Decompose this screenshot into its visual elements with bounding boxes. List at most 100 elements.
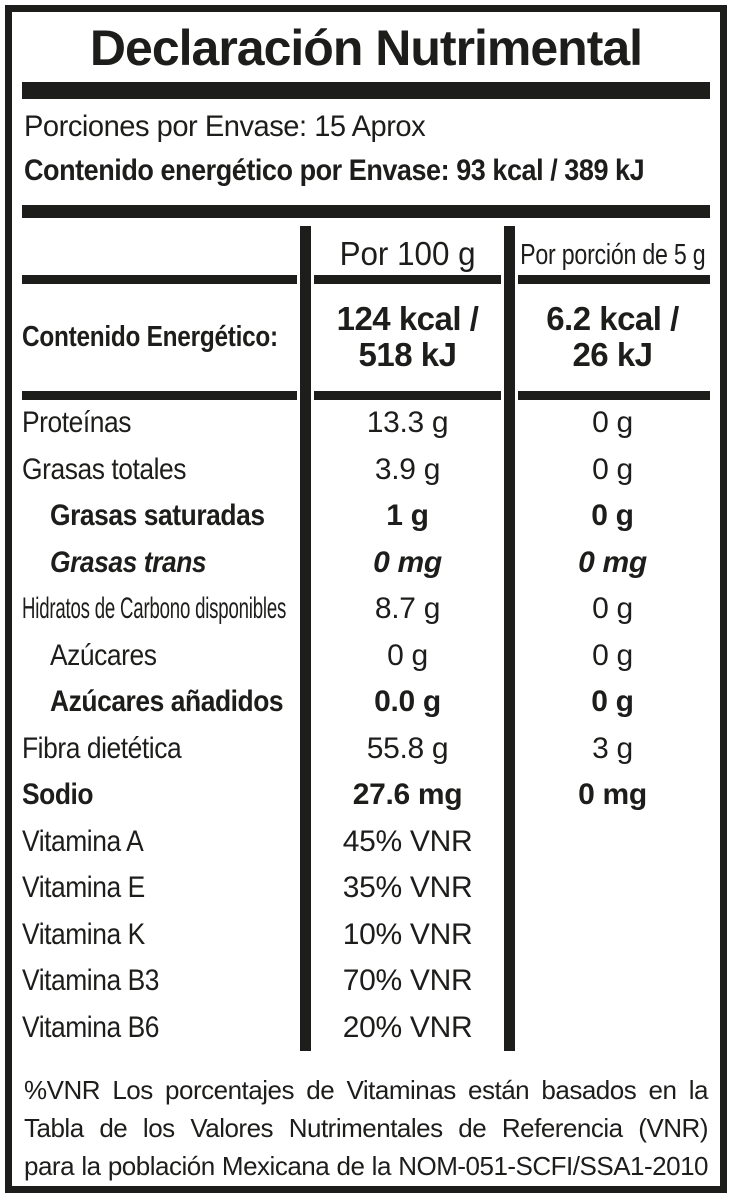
row-value-per-portion-text: 0 g [592, 452, 633, 486]
row-value-per-100g: 45% VNR [311, 819, 504, 866]
row-value-per-100g: 27.6 mg [311, 772, 504, 819]
energy-row-label: Contenido Energético: [22, 284, 300, 390]
row-label-text: Vitamina B3 [22, 964, 160, 998]
row-label-text: Vitamina A [22, 824, 144, 858]
row-value-per-portion [515, 912, 710, 959]
servings-per-package-text: Porciones por Envase: 15 Aprox [24, 110, 426, 143]
energy-per-package: Contenido energético por Envase: 93 kcal… [24, 149, 708, 193]
row-value-per-100g: 3.9 g [311, 447, 504, 494]
row-value-per-portion-text: 3 g [592, 731, 633, 765]
row-value-per-100g-text: 0.0 g [374, 685, 441, 719]
row-value-per-portion-text: 0 g [592, 592, 633, 626]
row-value-per-portion: 0 mg [515, 772, 710, 819]
header-rule-left [22, 275, 297, 284]
row-value-per-portion-text: 0 mg [578, 545, 647, 579]
row-label-text: Vitamina B6 [22, 1010, 160, 1044]
row-label: Azúcares [22, 633, 300, 680]
row-value-per-100g: 13.3 g [311, 400, 504, 447]
energy-per-package-text: Contenido energético por Envase: 93 kcal… [24, 154, 645, 187]
row-label: Azúcares añadidos [22, 679, 300, 726]
column-header-per-portion: Por porción de 5 g [515, 226, 710, 274]
row-label-text: Azúcares añadidos [50, 685, 284, 719]
row-value-per-100g-text: 35% VNR [342, 871, 473, 905]
row-value-per-portion-text: 0 g [591, 499, 634, 533]
row-value-per-100g: 8.7 g [311, 586, 504, 633]
row-label-text: Fibra dietética [22, 731, 182, 765]
row-label: Grasas trans [22, 540, 300, 587]
row-label-text: Hidratos de Carbono disponibles [22, 592, 287, 626]
column-separator-1 [300, 226, 311, 1051]
label-title: Declaración Nutrimental [89, 20, 643, 76]
divider-bar-bottom [22, 205, 710, 218]
row-value-per-100g: 0.0 g [311, 679, 504, 726]
energy-per-portion-line1: 6.2 kcal / [546, 300, 679, 337]
row-value-per-100g: 1 g [311, 493, 504, 540]
row-value-per-100g: 35% VNR [311, 865, 504, 912]
row-label-text: Sodio [22, 778, 94, 812]
energy-rule-right [518, 391, 710, 400]
row-value-per-100g-text: 20% VNR [342, 1010, 473, 1044]
row-value-per-portion-text: 0 g [592, 638, 633, 672]
row-label: Proteínas [22, 400, 300, 447]
row-value-per-portion: 0 g [515, 493, 710, 540]
row-label: Vitamina B6 [22, 1005, 300, 1052]
row-value-per-portion: 0 g [515, 447, 710, 494]
row-label: Vitamina A [22, 819, 300, 866]
energy-rule-left [22, 391, 297, 400]
energy-row-label-text: Contenido Energético: [22, 320, 278, 353]
row-label-text: Vitamina E [22, 871, 145, 905]
row-value-per-100g-text: 27.6 mg [352, 778, 463, 812]
energy-per-portion-line2: 26 kJ [572, 336, 653, 373]
row-value-per-portion-text: 0 g [591, 685, 634, 719]
row-value-per-100g-text: 70% VNR [342, 964, 473, 998]
row-value-per-100g-text: 3.9 g [374, 452, 441, 486]
row-value-per-portion [515, 958, 710, 1005]
row-value-per-portion-text: 0 mg [578, 778, 647, 812]
row-label-text: Proteínas [22, 406, 132, 440]
row-label-text: Vitamina K [22, 917, 145, 951]
vnr-footnote: %VNR Los porcentajes de Vitaminas están … [22, 1071, 710, 1185]
column-header-per-portion-text: Por porción de 5 g [519, 239, 706, 271]
divider-bar-top [22, 82, 710, 99]
row-value-per-100g-text: 13.3 g [366, 406, 449, 440]
row-label-text: Grasas saturadas [50, 499, 265, 533]
row-label: Hidratos de Carbono disponibles [22, 586, 300, 633]
nutrition-table: Por 100 g Por porción de 5 g Contenido E… [22, 226, 710, 1051]
row-label-text: Azúcares [50, 638, 157, 672]
energy-row-per-portion: 6.2 kcal / 26 kJ [515, 284, 710, 390]
row-value-per-portion-text: 0 g [592, 406, 633, 440]
label-frame: Declaración Nutrimental Porciones por En… [5, 5, 727, 1193]
row-value-per-100g-text: 45% VNR [342, 824, 473, 858]
row-label-text: Grasas trans [50, 545, 207, 579]
row-label: Vitamina K [22, 912, 300, 959]
row-value-per-portion: 3 g [515, 726, 710, 773]
row-value-per-100g: 20% VNR [311, 1005, 504, 1052]
row-value-per-portion [515, 865, 710, 912]
header-rule-right [518, 275, 710, 284]
footnote-line: %VNR Los porcentajes de Vitaminas están … [24, 1075, 709, 1105]
energy-per-100g-line1: 124 kcal / [336, 300, 479, 337]
column-separator-2 [504, 226, 515, 1051]
row-label: Sodio [22, 772, 300, 819]
servings-per-package: Porciones por Envase: 15 Aprox [24, 105, 708, 149]
row-value-per-100g-text: 10% VNR [342, 917, 473, 951]
column-header-per-100g: Por 100 g [311, 226, 504, 274]
energy-per-100g-line2: 518 kJ [358, 336, 457, 373]
row-value-per-100g: 0 g [311, 633, 504, 680]
footnote-line: para la población Mexicana de la NOM-051… [24, 1151, 709, 1181]
footnote-line: Tabla de los Valores Nutrimentales de Re… [24, 1113, 709, 1143]
header-rule-middle [314, 275, 501, 284]
row-value-per-portion [515, 1005, 710, 1052]
row-value-per-portion: 0 g [515, 679, 710, 726]
row-value-per-100g-text: 0 mg [373, 545, 442, 579]
row-value-per-portion: 0 mg [515, 540, 710, 587]
row-value-per-100g: 0 mg [311, 540, 504, 587]
row-value-per-portion: 0 g [515, 400, 710, 447]
package-info: Porciones por Envase: 15 Aprox Contenido… [22, 99, 710, 199]
row-label: Grasas totales [22, 447, 300, 494]
row-value-per-100g: 55.8 g [311, 726, 504, 773]
row-label-text: Grasas totales [22, 452, 187, 486]
row-value-per-100g-text: 8.7 g [374, 592, 441, 626]
row-value-per-100g-text: 1 g [386, 499, 429, 533]
